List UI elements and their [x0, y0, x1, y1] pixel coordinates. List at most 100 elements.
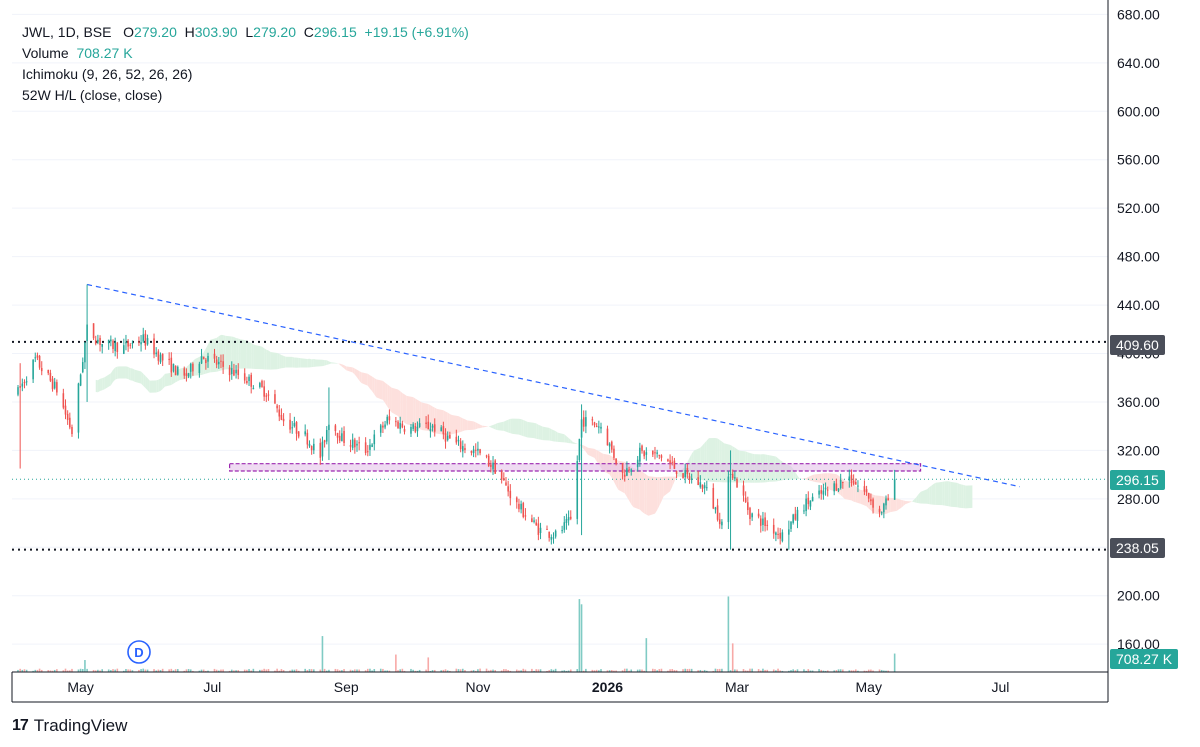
volume-bar: [636, 669, 639, 672]
low-label: L: [245, 24, 254, 40]
event-marker[interactable]: D: [127, 640, 151, 664]
symbol-label[interactable]: JWL, 1D, BSE: [22, 24, 112, 40]
candle-body: [341, 433, 343, 442]
candle-body: [833, 483, 835, 492]
cloud-segment: [225, 335, 232, 370]
volume-bar: [36, 669, 39, 672]
cloud-segment: [657, 477, 660, 511]
volume-bar: [690, 668, 693, 672]
hl52-indicator-label[interactable]: 52W H/L (close, close): [22, 87, 163, 103]
candle-body: [116, 342, 119, 353]
candle-body: [449, 434, 451, 439]
volume-bar: [25, 669, 28, 672]
volume-bar: [401, 668, 404, 672]
y-tick-label: 200.00: [1117, 588, 1160, 604]
cloud-segment: [706, 438, 709, 482]
volume-bar: [459, 669, 462, 672]
volume-bar: [669, 669, 671, 672]
cloud-segment: [389, 385, 392, 413]
cloud-segment: [916, 494, 919, 504]
volume-bar: [66, 670, 69, 672]
candle-body: [790, 521, 792, 529]
candle-body: [669, 460, 671, 463]
volume-bar: [729, 670, 732, 672]
candle-body: [205, 359, 207, 364]
candle-body: [883, 503, 885, 513]
cloud-segment: [281, 354, 284, 369]
volume-bar: [464, 670, 466, 672]
candle-body: [766, 524, 769, 526]
cloud-segment: [523, 419, 526, 437]
cloud-segment: [654, 476, 658, 514]
volume-bar: [805, 670, 807, 672]
volume-bar: [561, 670, 563, 672]
cloud-segment: [328, 361, 332, 365]
volume-badge: 708.27 K: [1110, 649, 1179, 669]
volume-bar: [658, 669, 661, 672]
cloud-segment: [700, 445, 703, 481]
volume-bar: [442, 669, 445, 672]
candle-body: [507, 486, 509, 492]
resistance-zone[interactable]: [229, 463, 922, 472]
candle-body: [200, 356, 203, 364]
candle-body: [138, 341, 140, 343]
candle-body: [805, 498, 807, 512]
cloud-segment: [398, 389, 401, 419]
candle-body: [645, 452, 648, 455]
cloud-segment: [240, 339, 247, 369]
cloud-segment: [253, 344, 256, 369]
candle-body: [19, 386, 21, 388]
cloud-segment: [192, 358, 196, 377]
candle-body: [127, 340, 129, 347]
candle-body: [53, 381, 56, 389]
cloud-segment: [233, 336, 237, 369]
volume-bar: [53, 669, 56, 672]
y-tick-label: 480.00: [1117, 249, 1160, 265]
cloud-segment: [588, 447, 595, 458]
candle-body: [621, 463, 624, 473]
ichimoku-indicator-label[interactable]: Ichimoku (9, 26, 52, 26, 26): [22, 66, 193, 82]
cloud-segment: [313, 359, 316, 367]
candle-body: [630, 469, 633, 472]
cloud-segment: [644, 472, 647, 515]
resistance-zone-rect[interactable]: [229, 463, 922, 472]
cloud-segment: [855, 486, 858, 504]
volume-bar: [79, 668, 82, 672]
candle-body: [598, 426, 600, 428]
volume-bar: [418, 669, 421, 672]
volume-bar: [233, 670, 235, 672]
volume-bar: [626, 668, 628, 672]
cloud-segment: [957, 482, 960, 508]
volume-bar: [822, 670, 825, 672]
candle-body: [721, 521, 723, 526]
volume-bar: [492, 669, 494, 672]
cloud-segment: [462, 418, 465, 432]
tradingview-brand[interactable]: 17 TradingView: [12, 716, 127, 736]
candle-body: [183, 368, 186, 376]
candle-body: [338, 435, 341, 441]
candle-body: [187, 373, 190, 377]
cloud-segment: [719, 440, 722, 483]
candle-body: [613, 448, 615, 458]
trendline-line[interactable]: [86, 283, 1021, 488]
volume-row[interactable]: Volume 708.27 K: [22, 43, 469, 64]
volume-bar: [515, 669, 518, 672]
cloud-segment: [557, 432, 565, 443]
volume-bar: [325, 670, 328, 672]
volume-bar: [852, 670, 855, 672]
volume-bar: [336, 669, 339, 672]
candle-body: [455, 436, 458, 443]
candle-body: [267, 394, 270, 396]
candle-body: [667, 459, 669, 462]
candle-body: [606, 428, 609, 446]
candle-body: [416, 426, 419, 432]
volume-bar: [399, 669, 401, 672]
trendline[interactable]: [86, 283, 1021, 488]
cloud-segment: [806, 477, 809, 481]
volume-bar: [131, 670, 134, 672]
volume-bar: [569, 669, 572, 672]
volume-bar: [591, 669, 594, 672]
volume-bar: [688, 668, 691, 672]
volume-bar: [757, 669, 760, 672]
